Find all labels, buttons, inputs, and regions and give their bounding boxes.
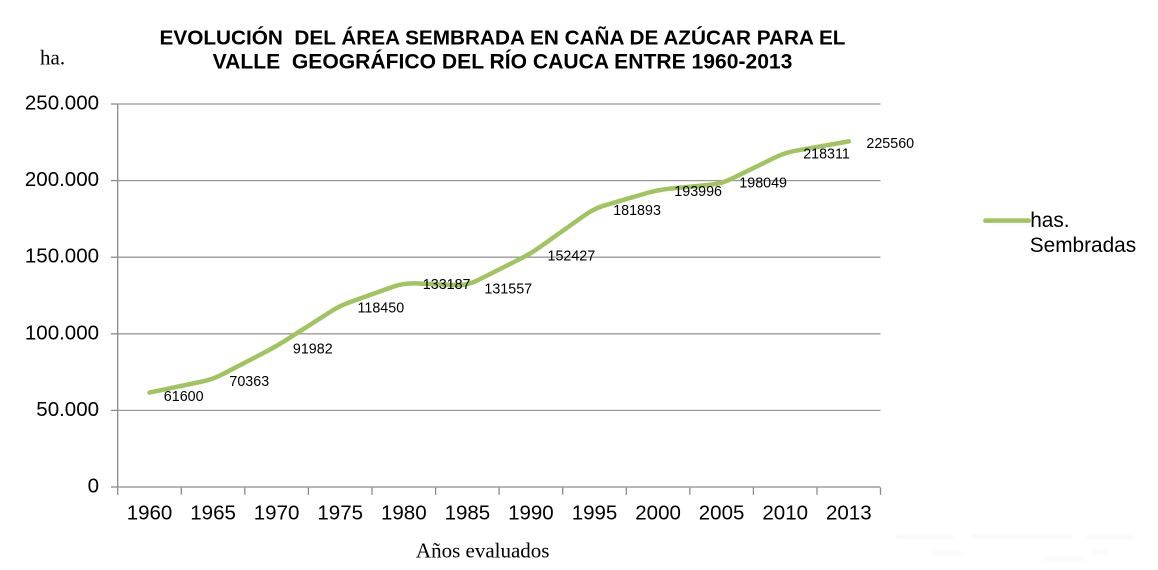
svg-text:250.000: 250.000 — [25, 92, 99, 115]
svg-text:193996: 193996 — [674, 184, 722, 200]
svg-text:181893: 181893 — [613, 203, 661, 219]
svg-text:1975: 1975 — [317, 502, 363, 525]
svg-text:198049: 198049 — [739, 176, 787, 192]
svg-text:EVOLUCIÓN DEL ÁREA SEMBRADA E: EVOLUCIÓN DEL ÁREA SEMBRADA EN CAÑA DE A… — [160, 26, 846, 50]
svg-text:1965: 1965 — [190, 502, 236, 525]
svg-text:1985: 1985 — [445, 502, 491, 525]
svg-text:91982: 91982 — [293, 342, 333, 358]
svg-text:70363: 70363 — [229, 374, 269, 390]
svg-text:131557: 131557 — [484, 281, 532, 297]
svg-text:1995: 1995 — [572, 502, 618, 525]
svg-text:VALLE GEOGRÁFICO DEL RÍO CAUC: VALLE GEOGRÁFICO DEL RÍO CAUCA ENTRE 196… — [213, 51, 793, 74]
svg-text:Sembradas: Sembradas — [1030, 234, 1136, 257]
svg-text:133187: 133187 — [423, 277, 471, 293]
svg-text:2013: 2013 — [826, 502, 872, 525]
svg-text:1960: 1960 — [127, 502, 173, 525]
svg-text:200.000: 200.000 — [25, 168, 99, 191]
svg-text:2010: 2010 — [762, 502, 808, 525]
svg-text:118450: 118450 — [358, 301, 405, 317]
svg-text:100.000: 100.000 — [25, 321, 99, 344]
svg-text:150.000: 150.000 — [25, 245, 99, 268]
svg-text:1990: 1990 — [508, 502, 554, 525]
svg-text:2000: 2000 — [635, 502, 681, 525]
svg-text:0: 0 — [88, 475, 99, 498]
svg-text:Años evaluados: Años evaluados — [416, 539, 550, 563]
svg-text:has.: has. — [1030, 209, 1069, 232]
svg-text:1970: 1970 — [254, 502, 300, 525]
svg-text:225560: 225560 — [866, 136, 914, 152]
svg-text:ha.: ha. — [40, 46, 65, 70]
svg-text:61600: 61600 — [164, 389, 204, 405]
svg-text:152427: 152427 — [548, 248, 596, 264]
svg-text:2005: 2005 — [699, 502, 745, 525]
svg-text:1980: 1980 — [381, 502, 427, 525]
svg-text:50.000: 50.000 — [36, 398, 99, 421]
svg-text:218311: 218311 — [803, 146, 850, 162]
